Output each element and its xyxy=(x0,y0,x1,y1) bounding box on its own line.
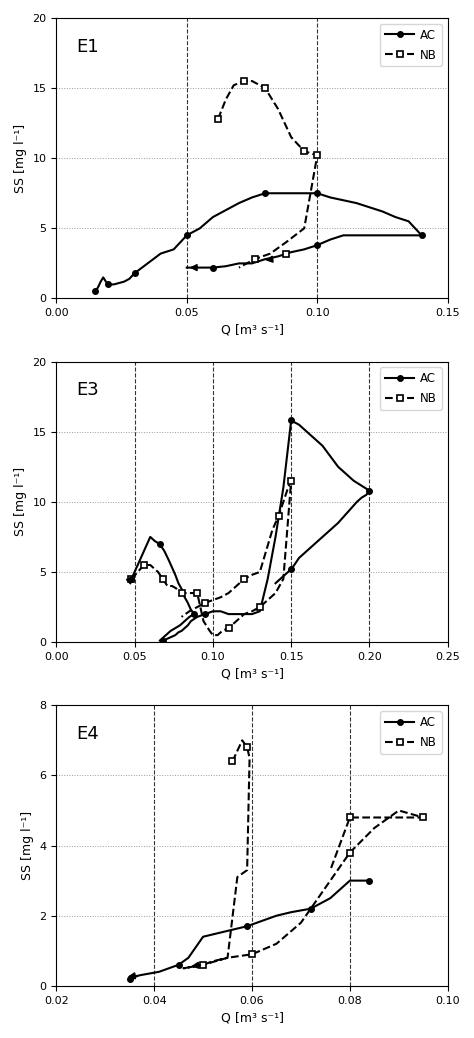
Y-axis label: SS [mg l⁻¹]: SS [mg l⁻¹] xyxy=(14,467,27,537)
Legend: AC, NB: AC, NB xyxy=(380,24,442,66)
Legend: AC, NB: AC, NB xyxy=(380,711,442,754)
X-axis label: Q [m³ s⁻¹]: Q [m³ s⁻¹] xyxy=(220,667,283,681)
Y-axis label: SS [mg l⁻¹]: SS [mg l⁻¹] xyxy=(21,811,34,880)
Text: E4: E4 xyxy=(76,725,99,743)
X-axis label: Q [m³ s⁻¹]: Q [m³ s⁻¹] xyxy=(220,324,283,336)
Y-axis label: SS [mg l⁻¹]: SS [mg l⁻¹] xyxy=(14,124,27,193)
X-axis label: Q [m³ s⁻¹]: Q [m³ s⁻¹] xyxy=(220,1011,283,1025)
Legend: AC, NB: AC, NB xyxy=(380,367,442,410)
Text: E3: E3 xyxy=(76,381,99,400)
Text: E1: E1 xyxy=(76,37,99,55)
